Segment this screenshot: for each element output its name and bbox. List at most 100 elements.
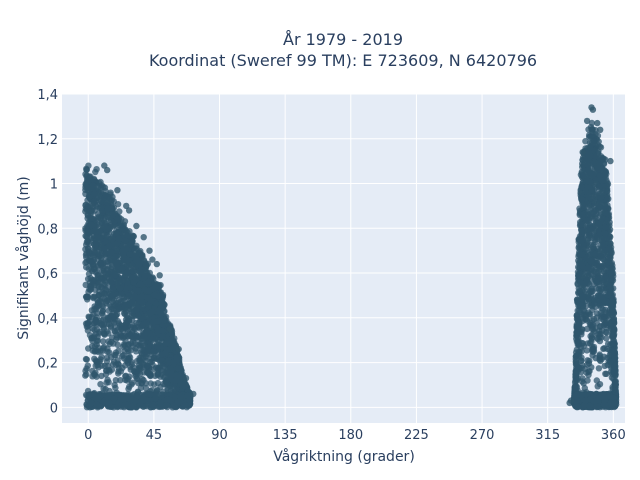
data-point — [171, 402, 179, 409]
data-point — [138, 293, 146, 300]
data-point — [140, 234, 147, 241]
data-point — [182, 375, 190, 382]
data-point — [100, 398, 108, 405]
data-point — [115, 306, 122, 313]
data-point — [156, 272, 163, 279]
data-point — [131, 390, 138, 398]
data-point — [158, 311, 165, 318]
data-point — [106, 242, 113, 250]
data-point — [117, 396, 124, 403]
data-point — [92, 316, 100, 323]
data-point — [573, 296, 581, 303]
data-point — [120, 274, 128, 282]
data-point — [590, 160, 597, 168]
data-point — [147, 380, 154, 387]
data-point — [106, 349, 113, 356]
data-point — [595, 292, 602, 299]
data-point — [172, 377, 179, 384]
data-point — [575, 307, 583, 314]
data-point — [104, 205, 111, 212]
data-point — [589, 352, 596, 359]
data-point — [134, 341, 142, 348]
data-point — [83, 166, 90, 174]
data-point — [596, 331, 603, 338]
data-point — [124, 395, 132, 402]
data-point — [96, 220, 103, 227]
data-point — [610, 332, 617, 339]
data-point — [108, 366, 116, 373]
data-point — [606, 289, 613, 296]
data-point — [84, 215, 91, 222]
grid-lines — [62, 93, 625, 423]
data-point — [118, 325, 125, 333]
data-point — [111, 352, 118, 359]
data-point — [89, 337, 96, 344]
data-point — [175, 356, 182, 363]
data-point — [114, 187, 121, 194]
data-point — [96, 236, 104, 243]
data-point — [594, 132, 602, 139]
data-point — [91, 248, 98, 255]
data-point — [607, 240, 614, 247]
data-point — [596, 172, 604, 179]
data-point — [575, 272, 582, 279]
data-point — [602, 235, 609, 242]
data-point — [112, 377, 120, 384]
data-point — [612, 363, 619, 370]
data-point — [157, 399, 164, 406]
data-point — [166, 396, 173, 404]
data-point — [139, 391, 147, 398]
data-point — [151, 285, 158, 292]
data-point — [134, 287, 142, 295]
data-point — [182, 402, 189, 409]
data-point — [143, 354, 150, 361]
data-point — [603, 196, 611, 203]
data-point — [587, 143, 594, 151]
data-point — [596, 301, 603, 309]
data-point — [573, 377, 580, 384]
data-point — [135, 379, 142, 387]
data-point — [581, 365, 589, 372]
data-point — [84, 184, 91, 192]
data-point — [591, 203, 598, 210]
data-point — [112, 384, 119, 392]
data-point — [117, 298, 124, 305]
data-point — [581, 156, 588, 163]
data-point — [165, 357, 172, 364]
data-point — [98, 372, 105, 380]
data-point — [141, 286, 149, 293]
data-point — [586, 234, 593, 242]
data-point — [92, 330, 100, 338]
data-point — [152, 335, 159, 342]
data-point — [98, 309, 106, 317]
data-point — [149, 256, 156, 263]
data-point — [604, 202, 611, 209]
data-point — [132, 348, 140, 355]
data-point — [140, 369, 148, 376]
data-point — [100, 385, 107, 392]
data-point — [579, 236, 587, 243]
data-point — [593, 235, 601, 243]
data-point — [114, 280, 121, 287]
data-point — [92, 240, 100, 247]
data-point — [171, 393, 179, 400]
data-point — [164, 386, 171, 393]
data-point — [150, 354, 158, 362]
data-point — [110, 395, 118, 402]
data-point — [97, 260, 104, 267]
data-point — [582, 187, 589, 195]
data-point — [105, 338, 112, 345]
data-point — [585, 309, 592, 316]
data-point — [144, 329, 152, 336]
data-point — [117, 391, 124, 399]
data-point — [579, 375, 586, 382]
data-point — [113, 259, 121, 267]
data-point — [139, 346, 146, 354]
data-point — [95, 392, 102, 399]
data-point — [611, 348, 618, 355]
data-point — [145, 401, 152, 408]
data-point — [597, 144, 605, 151]
data-point — [147, 390, 154, 398]
data-point — [583, 217, 590, 224]
data-point — [100, 329, 108, 337]
